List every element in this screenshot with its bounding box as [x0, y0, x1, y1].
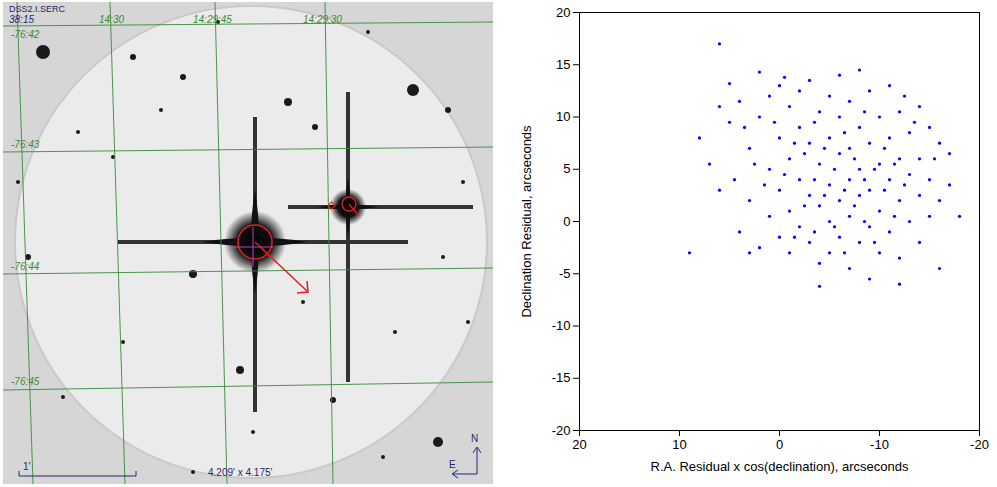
svg-text:0: 0	[776, 437, 783, 452]
svg-text:-76:44: -76:44	[11, 261, 40, 272]
svg-text:14:29:30: 14:29:30	[303, 14, 342, 25]
svg-text:1': 1'	[23, 461, 31, 472]
svg-text:DSS2.I.SERC: DSS2.I.SERC	[9, 4, 66, 14]
svg-text:38:15: 38:15	[9, 14, 34, 25]
svg-text:N: N	[471, 433, 478, 444]
svg-text:-76:42: -76:42	[11, 29, 40, 40]
svg-text:15: 15	[556, 57, 570, 72]
svg-text:4.209' x 4.175': 4.209' x 4.175'	[208, 467, 273, 478]
svg-text:-76:43: -76:43	[11, 139, 40, 150]
svg-text:E: E	[449, 459, 456, 470]
svg-text:-5: -5	[559, 266, 571, 281]
svg-text:14:29:45: 14:29:45	[193, 14, 232, 25]
svg-text:20: 20	[556, 5, 570, 20]
svg-text:-10: -10	[552, 318, 571, 333]
svg-text:0: 0	[563, 214, 570, 229]
svg-text:-20: -20	[970, 437, 989, 452]
svg-text:5: 5	[563, 161, 570, 176]
svg-text:Declination Residual, arcsecon: Declination Residual, arcseconds	[519, 125, 534, 318]
svg-text:-10: -10	[870, 437, 889, 452]
svg-text:-15: -15	[552, 370, 571, 385]
svg-text:14:30: 14:30	[99, 14, 124, 25]
svg-text:10: 10	[556, 109, 570, 124]
svg-text:20: 20	[572, 437, 586, 452]
svg-text:-20: -20	[552, 423, 571, 438]
svg-text:10: 10	[672, 437, 686, 452]
svg-text:R.A. Residual x cos(declinatio: R.A. Residual x cos(declination), arcsec…	[651, 459, 909, 474]
svg-text:-76:45: -76:45	[11, 376, 40, 387]
